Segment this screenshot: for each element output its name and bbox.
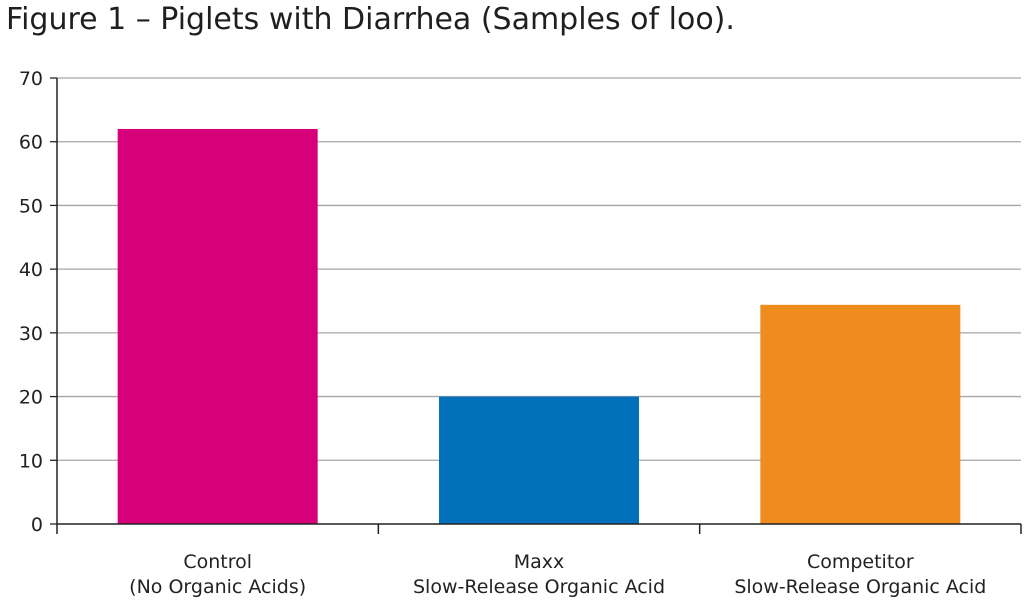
bars — [117, 128, 961, 524]
x-category-label: Control — [183, 551, 252, 573]
y-tick-label: 10 — [19, 450, 43, 472]
y-tick-label: 20 — [19, 387, 43, 409]
bar-0 — [117, 128, 318, 524]
bar-2 — [760, 304, 961, 524]
x-category-label: Competitor — [807, 551, 914, 573]
x-category-label: Slow-Release Organic Acid — [734, 576, 986, 598]
x-category-label: (No Organic Acids) — [129, 576, 306, 598]
y-tick-label: 0 — [31, 514, 43, 536]
y-tick-labels: 0 10 20 30 40 50 60 70 — [19, 68, 43, 536]
x-category-labels: Control (No Organic Acids) Maxx Slow-Releas… — [129, 551, 986, 598]
x-category-label: Maxx — [514, 551, 565, 573]
y-tick-label: 50 — [19, 195, 43, 217]
chart-title: Figure 1 – Piglets with Diarrhea (Sample… — [6, 2, 735, 37]
axes — [50, 77, 1022, 534]
x-category-label: Slow-Release Organic Acid — [413, 576, 665, 598]
y-tick-label: 40 — [19, 259, 43, 281]
y-tick-label: 70 — [19, 68, 43, 90]
bar-1 — [439, 396, 639, 524]
y-tick-label: 30 — [19, 323, 43, 345]
y-tick-label: 60 — [19, 132, 43, 154]
